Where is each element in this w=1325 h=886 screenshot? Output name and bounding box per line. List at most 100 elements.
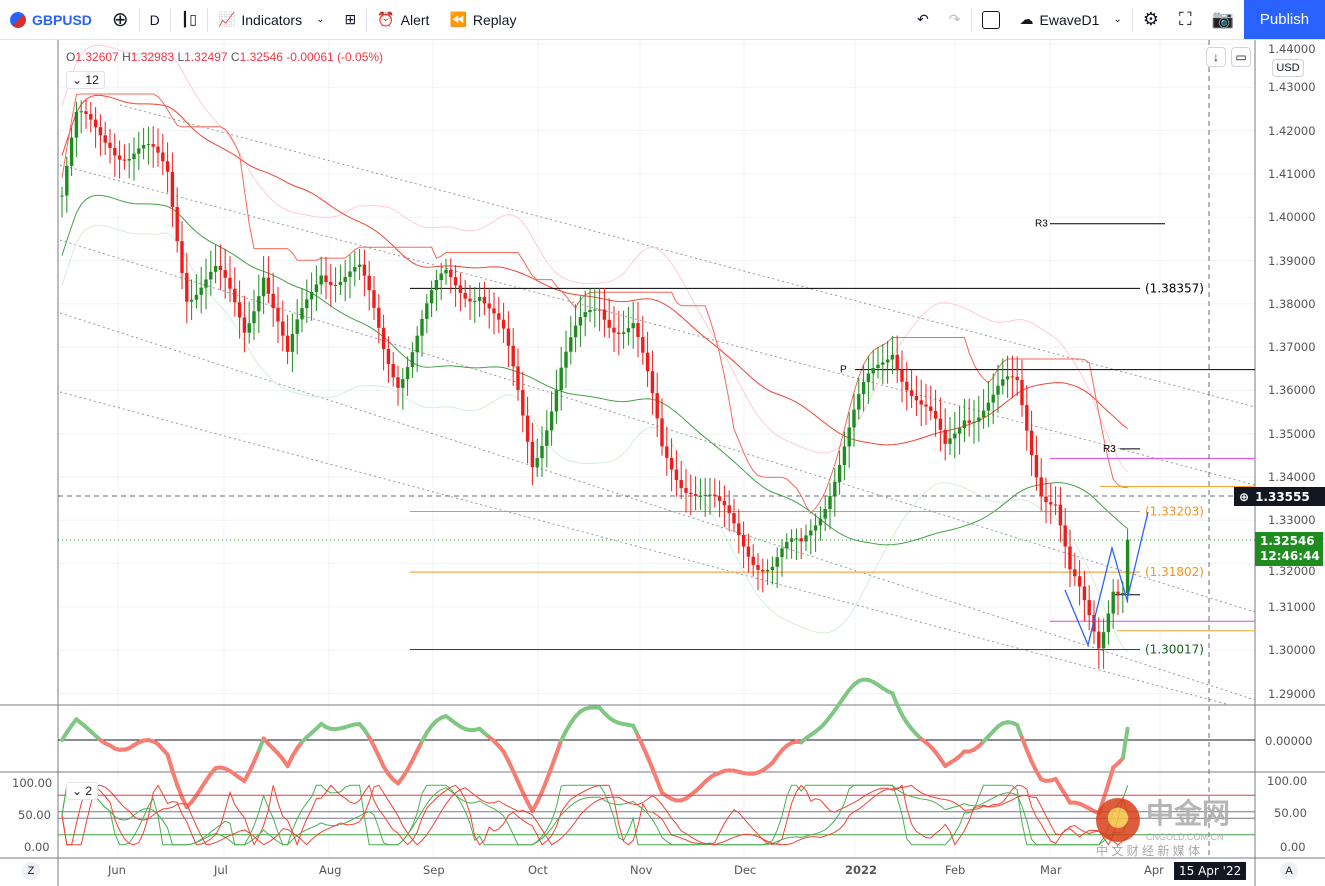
maximize-pane-button[interactable]: ▭: [1231, 47, 1251, 67]
candle-body: [305, 299, 309, 309]
candle-body: [425, 303, 429, 319]
candle-body: [693, 494, 698, 497]
last-price-label: 1.32546 12:46:44: [1255, 532, 1323, 566]
stoch-axis-label: 50.00: [1274, 806, 1307, 820]
scroll-to-latest-button[interactable]: ↓: [1206, 47, 1226, 67]
templates-button[interactable]: ⊞: [334, 0, 366, 40]
sub-pane-collapse-button[interactable]: ⌄ 2: [66, 782, 99, 800]
snapshot-button[interactable]: 📷: [1202, 0, 1244, 40]
indicators-collapse-button[interactable]: ⌄ 12: [66, 71, 105, 89]
publish-button[interactable]: Publish: [1244, 0, 1325, 39]
candle-body: [847, 427, 851, 447]
settings-button[interactable]: ⚙: [1133, 0, 1169, 40]
candle-body: [962, 420, 967, 429]
redo-button[interactable]: ↷: [939, 0, 971, 40]
candle-body: [900, 369, 904, 382]
auto-scale-button[interactable]: A: [1280, 862, 1298, 880]
candle-body: [281, 321, 285, 336]
add-alert-icon[interactable]: ⊕: [1239, 489, 1250, 504]
candle-body: [737, 523, 741, 535]
alarm-icon: ⏰: [377, 11, 395, 27]
candle-body: [789, 538, 794, 542]
candle-body: [573, 325, 578, 338]
time-tick-label: Oct: [528, 863, 548, 877]
candle-body: [761, 569, 765, 572]
candle-body: [127, 159, 131, 161]
timezone-button[interactable]: Z: [22, 862, 40, 880]
candle-body: [1116, 591, 1120, 594]
replay-button[interactable]: ⏪ Replay: [449, 11, 517, 28]
price-tick-label: 1.34000: [1268, 470, 1316, 484]
candle-body: [621, 332, 626, 334]
candle-body: [679, 480, 683, 489]
candle-body: [189, 299, 194, 302]
candle-body: [170, 171, 175, 207]
price-tick-label: 1.42000: [1268, 123, 1316, 138]
chart-type-button[interactable]: ┃▯: [171, 0, 207, 40]
layout-button[interactable]: ☁ EwaveD1 ⌄: [1019, 11, 1122, 28]
candle-body: [905, 381, 909, 391]
plus-circle-icon: ⊕: [111, 9, 129, 31]
alert-button[interactable]: ⏰ Alert: [377, 11, 430, 28]
expand-button[interactable]: ⛶: [1169, 0, 1202, 40]
support-line: [61, 194, 1128, 546]
candle-body: [377, 307, 381, 328]
candle-body: [871, 367, 875, 374]
interval-button[interactable]: D: [149, 11, 160, 28]
candle-body: [708, 494, 712, 496]
candle-body: [161, 152, 165, 162]
candle-body: [991, 394, 995, 403]
price-tick-label: 1.37000: [1268, 340, 1316, 355]
candle-body: [650, 371, 655, 394]
candle-body: [569, 337, 573, 352]
candle-body: [948, 438, 952, 444]
candle-body: [1039, 477, 1043, 497]
time-tick-label: Aug: [319, 863, 342, 877]
candle-body: [857, 394, 861, 410]
symbol-button[interactable]: GBPUSD: [0, 0, 102, 40]
undo-button[interactable]: ↶: [907, 0, 939, 40]
candle-body: [285, 335, 290, 352]
candle-body: [977, 417, 981, 422]
candle-body: [420, 318, 424, 336]
candle-body: [602, 309, 607, 320]
level-label: (1.38357): [1145, 281, 1204, 295]
candle-body: [276, 308, 280, 322]
candle-body: [549, 411, 554, 431]
candle-body: [597, 309, 602, 311]
oscillator-segment: [650, 766, 660, 783]
channel-line: [59, 164, 1256, 486]
candle-body: [185, 272, 189, 302]
candle-body: [780, 548, 784, 558]
indicators-icon: 📈: [217, 11, 236, 27]
oscillator-segment: [890, 691, 900, 708]
candle-body: [333, 284, 338, 286]
candle-body: [458, 285, 463, 293]
candle-body: [199, 287, 203, 295]
upper-band: [61, 44, 1128, 473]
candle-body: [799, 538, 803, 542]
candle-body: [924, 404, 928, 407]
candle-body: [818, 518, 823, 526]
grid-icon: ⊞: [344, 11, 357, 27]
candle-body: [180, 241, 184, 273]
candle-body: [343, 276, 347, 282]
candle-body: [540, 445, 544, 459]
candle-body: [909, 390, 914, 397]
indicators-button[interactable]: 📈 Indicators ⌄: [217, 11, 325, 28]
candle-body: [885, 359, 890, 363]
candle-body: [449, 269, 453, 278]
compare-button[interactable]: ⊕: [102, 0, 139, 40]
candle-body: [813, 525, 818, 531]
stoch-line: [61, 784, 1129, 846]
chevron-down-icon: ⌄: [316, 14, 325, 25]
level-label: (1.30017): [1145, 642, 1204, 656]
candle-body: [93, 119, 98, 128]
candle-body: [252, 311, 256, 324]
candle-body: [943, 429, 947, 444]
candle-body: [213, 265, 218, 272]
fullscreen-toggle-button[interactable]: [972, 0, 1010, 40]
candle-body: [463, 292, 467, 299]
currency-button[interactable]: USD: [1272, 59, 1304, 77]
